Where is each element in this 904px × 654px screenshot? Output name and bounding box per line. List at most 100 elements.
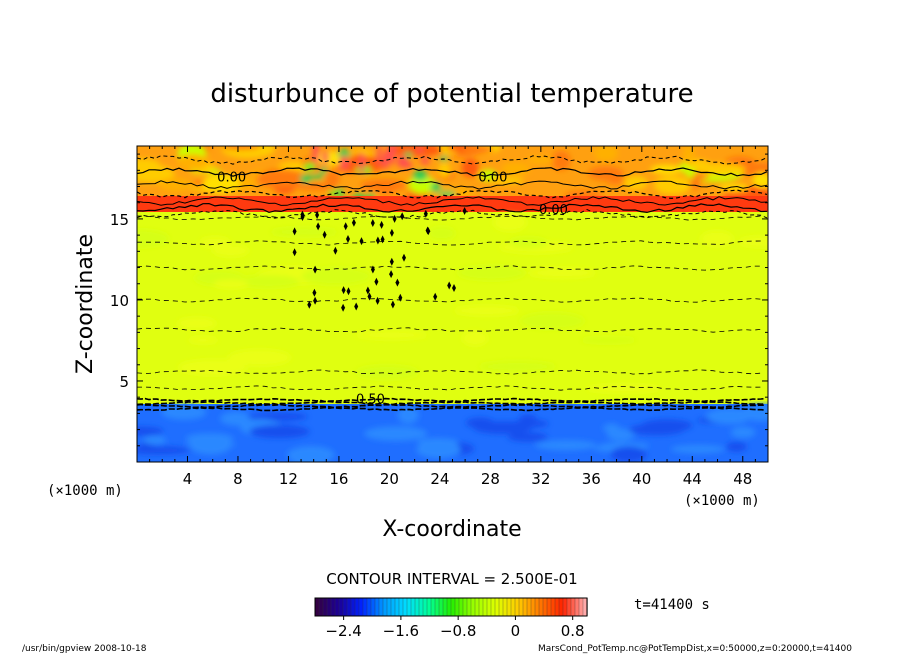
upper-blob — [177, 154, 209, 170]
y-tick-label: 10 — [110, 292, 129, 310]
plume-warm-blob — [323, 149, 328, 167]
upper-blob — [461, 146, 495, 153]
middle-blob — [509, 237, 548, 249]
contour-dot — [462, 207, 467, 215]
y-axis-label: Z-coordinate — [73, 234, 98, 374]
middle-blob — [176, 317, 217, 330]
lower-blob — [249, 424, 310, 439]
contour-dot — [425, 226, 430, 235]
contour-line — [137, 208, 768, 219]
colorbar-segment — [366, 597, 372, 617]
x-tick-label: 16 — [329, 470, 348, 488]
y-axis-ticks: 5 10 15 — [110, 153, 768, 447]
lower-blob — [143, 435, 167, 445]
contour-dot — [452, 284, 456, 292]
contour-line — [137, 202, 768, 214]
x-unit-left: (×1000 m) — [47, 483, 123, 499]
colorbar-segment — [374, 597, 380, 617]
contour-dot — [351, 218, 356, 227]
upper-blob — [387, 146, 443, 157]
plume-warm-blob — [377, 146, 382, 166]
contour-dot — [292, 227, 297, 236]
colorbar-segment — [446, 597, 452, 617]
upper-blob — [650, 164, 682, 175]
colorbar-segment — [462, 597, 468, 617]
plume-blob — [430, 182, 442, 193]
colorbar-segment — [526, 597, 532, 617]
middle-blob — [355, 365, 420, 380]
colorbar-segment — [546, 597, 552, 617]
x-tick-label: 24 — [430, 470, 449, 488]
colorbar-segment — [394, 597, 400, 617]
contour-line — [137, 403, 766, 409]
colorbar-segment — [418, 597, 424, 617]
contour-line — [137, 327, 762, 333]
colorbar-segment — [402, 597, 408, 617]
middle-blob — [478, 361, 557, 372]
plume-warm-blob — [359, 152, 365, 175]
contour-dot — [365, 286, 370, 295]
middle-blob — [700, 230, 734, 247]
colorbar-segment — [338, 597, 344, 617]
lower-blob — [397, 406, 419, 424]
lower-blob — [137, 442, 156, 455]
plume-warm-blob — [396, 155, 409, 168]
contour-line — [137, 265, 761, 271]
plume-blob — [403, 152, 413, 158]
upper-blob — [653, 175, 691, 195]
colorbar-tick-label: −2.4 — [325, 622, 361, 640]
contour-line — [137, 369, 762, 375]
contour-line — [137, 397, 766, 403]
colorbar-tick-label: −0.8 — [440, 622, 476, 640]
colorbar-segment — [362, 597, 368, 617]
chart-title: disturbunce of potential temperature — [210, 79, 693, 109]
contour-dot — [389, 257, 394, 266]
plume-warm-blob — [387, 146, 394, 159]
colorbar-segment — [522, 597, 528, 617]
middle-blob — [187, 336, 219, 344]
colorbar-segment — [506, 597, 512, 617]
upper-blob — [593, 146, 618, 162]
colorbar-segment — [438, 597, 444, 617]
x-unit-right: (×1000 m) — [684, 493, 760, 509]
lower-blob — [364, 426, 428, 442]
contour-dot — [375, 236, 380, 245]
contour-line — [137, 385, 762, 391]
x-axis-label: X-coordinate — [382, 517, 521, 542]
colorbar-ticks: −2.4 −1.6 −0.8 0 0.8 — [325, 616, 585, 640]
colorbar-segment — [414, 597, 420, 617]
contour-line — [137, 215, 762, 221]
colorbar-segment — [518, 597, 524, 617]
colorbar-segment — [550, 597, 556, 617]
colorbar-segment — [498, 597, 504, 617]
time-label: t=41400 s — [634, 597, 710, 613]
contour-dot — [313, 265, 318, 274]
contour-dot — [395, 278, 400, 287]
colorbar-segment — [478, 597, 484, 617]
colorbar-segment — [474, 597, 480, 617]
colorbar-segment — [326, 597, 332, 617]
contour-dot — [389, 228, 394, 237]
plume-blob — [438, 156, 450, 161]
middle-blob — [453, 305, 520, 316]
upper-blob — [438, 162, 451, 178]
upper-blob — [551, 150, 571, 171]
x-tick-label: 44 — [683, 470, 702, 488]
contour-dot — [433, 292, 438, 301]
plume-warm-blob — [339, 155, 349, 170]
colorbar-segment — [378, 597, 384, 617]
middle-blob — [528, 267, 597, 278]
plot-area: 0.00 0.00 0.00 0.50 — [137, 146, 768, 462]
middle-blob — [355, 330, 428, 340]
middle-blob — [580, 336, 637, 344]
colorbar-segment — [494, 597, 500, 617]
contour-dot — [359, 237, 364, 246]
contour-line — [137, 400, 766, 406]
contour-label: 0.00 — [478, 171, 507, 186]
colorbar-segment — [406, 597, 412, 617]
lower-blob — [628, 423, 685, 436]
colorbar-segment — [398, 597, 404, 617]
middle-blob — [519, 312, 585, 330]
middle-blob — [427, 226, 456, 241]
